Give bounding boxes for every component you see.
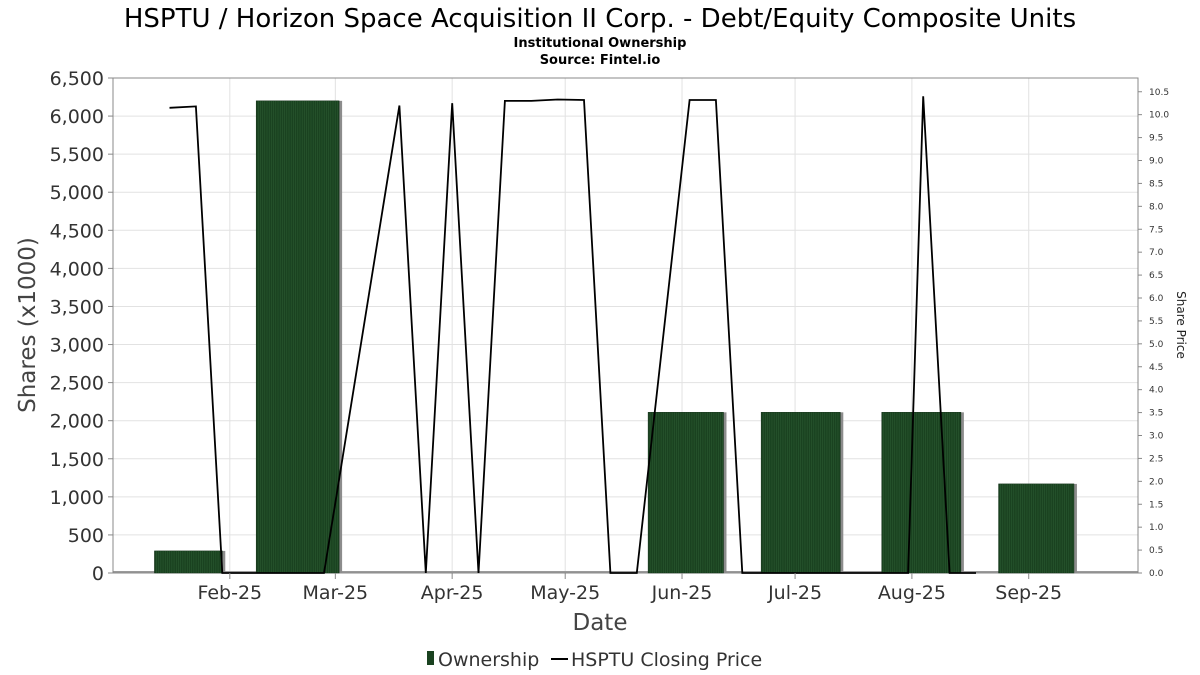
x-tick-label: Jun-25 bbox=[651, 582, 713, 604]
y-tick-label: 3,000 bbox=[50, 335, 104, 357]
y-tick-label: 500 bbox=[68, 525, 104, 547]
y2-tick-label: 6.5 bbox=[1149, 271, 1163, 281]
y2-tick-label: 1.0 bbox=[1149, 523, 1164, 533]
x-tick-label: Apr-25 bbox=[421, 582, 484, 604]
y2-axis-ticks: 0.0 0.5 1.0 1.5 2.0 2.5 3.0 3.5 4.0 4.5 5.0 5.5 6.0 6… bbox=[1138, 88, 1169, 579]
y2-axis-label: Share Price bbox=[1174, 291, 1188, 359]
y2-tick-label: 5.5 bbox=[1149, 317, 1163, 327]
y2-tick-label: 10.5 bbox=[1149, 88, 1169, 98]
x-tick-label: Feb-25 bbox=[197, 582, 262, 604]
legend: Ownership HSPTU Closing Price bbox=[427, 649, 762, 671]
ownership-bar bbox=[998, 483, 1075, 574]
y-tick-label: 6,500 bbox=[50, 68, 104, 90]
y2-tick-label: 7.0 bbox=[1149, 248, 1164, 258]
y-tick-label: 5,500 bbox=[50, 144, 104, 166]
y2-tick-label: 8.5 bbox=[1149, 179, 1163, 189]
chart-title: HSPTU / Horizon Space Acquisition II Cor… bbox=[124, 4, 1076, 34]
y2-tick-label: 9.0 bbox=[1149, 157, 1164, 167]
y-tick-label: 3,500 bbox=[50, 296, 104, 318]
y2-tick-label: 6.0 bbox=[1149, 294, 1164, 304]
x-tick-label: May-25 bbox=[530, 582, 600, 604]
y-tick-label: 4,000 bbox=[50, 258, 104, 280]
y2-tick-label: 2.5 bbox=[1149, 454, 1163, 464]
y2-tick-label: 3.5 bbox=[1149, 409, 1163, 419]
ownership-bar bbox=[647, 412, 724, 574]
ownership-bars bbox=[154, 100, 1077, 574]
y-axis-label: Shares (x1000) bbox=[15, 237, 41, 413]
y2-tick-label: 1.5 bbox=[1149, 500, 1163, 510]
y2-tick-label: 4.0 bbox=[1149, 386, 1164, 396]
price-line-group bbox=[169, 96, 976, 574]
chart-subtitle: Institutional Ownership bbox=[514, 36, 687, 51]
y2-tick-label: 5.0 bbox=[1149, 340, 1164, 350]
y-tick-label: 1,500 bbox=[50, 449, 104, 471]
x-tick-label: Aug-25 bbox=[878, 582, 946, 604]
y2-tick-label: 2.0 bbox=[1149, 477, 1164, 487]
legend-price-label: HSPTU Closing Price bbox=[571, 649, 762, 671]
legend-ownership-swatch bbox=[427, 651, 434, 665]
y2-tick-label: 4.5 bbox=[1149, 363, 1163, 373]
y-tick-label: 2,500 bbox=[50, 373, 104, 395]
y-tick-label: 0 bbox=[92, 563, 104, 585]
x-tick-label: Mar-25 bbox=[302, 582, 368, 604]
ownership-bar bbox=[154, 550, 223, 574]
x-tick-label: Sep-25 bbox=[995, 582, 1062, 604]
x-axis-ticks: Feb-25 Mar-25 Apr-25 May-25 Jun-25 Jul-25 Aug-… bbox=[197, 573, 1062, 604]
y-axis-ticks: 0 500 1,000 1,500 2,000 2,500 3,000 3,500 4,000 4… bbox=[50, 68, 113, 585]
y2-tick-label: 3.0 bbox=[1149, 432, 1164, 442]
y2-tick-label: 8.0 bbox=[1149, 202, 1164, 212]
x-axis-label: Date bbox=[573, 610, 628, 636]
y-tick-label: 6,000 bbox=[50, 106, 104, 128]
price-line bbox=[169, 96, 976, 574]
y-tick-label: 1,000 bbox=[50, 487, 104, 509]
y2-tick-label: 7.5 bbox=[1149, 225, 1163, 235]
x-tick-label: Jul-25 bbox=[767, 582, 822, 604]
chart-source: Source: Fintel.io bbox=[540, 53, 661, 68]
y-tick-label: 5,000 bbox=[50, 182, 104, 204]
y-tick-label: 4,500 bbox=[50, 220, 104, 242]
legend-ownership-label: Ownership bbox=[438, 649, 539, 671]
y2-tick-label: 9.5 bbox=[1149, 134, 1163, 144]
y2-tick-label: 10.0 bbox=[1149, 111, 1169, 121]
y-tick-label: 2,000 bbox=[50, 411, 104, 433]
y2-tick-label: 0.5 bbox=[1149, 546, 1163, 556]
y2-tick-label: 0.0 bbox=[1149, 569, 1164, 579]
